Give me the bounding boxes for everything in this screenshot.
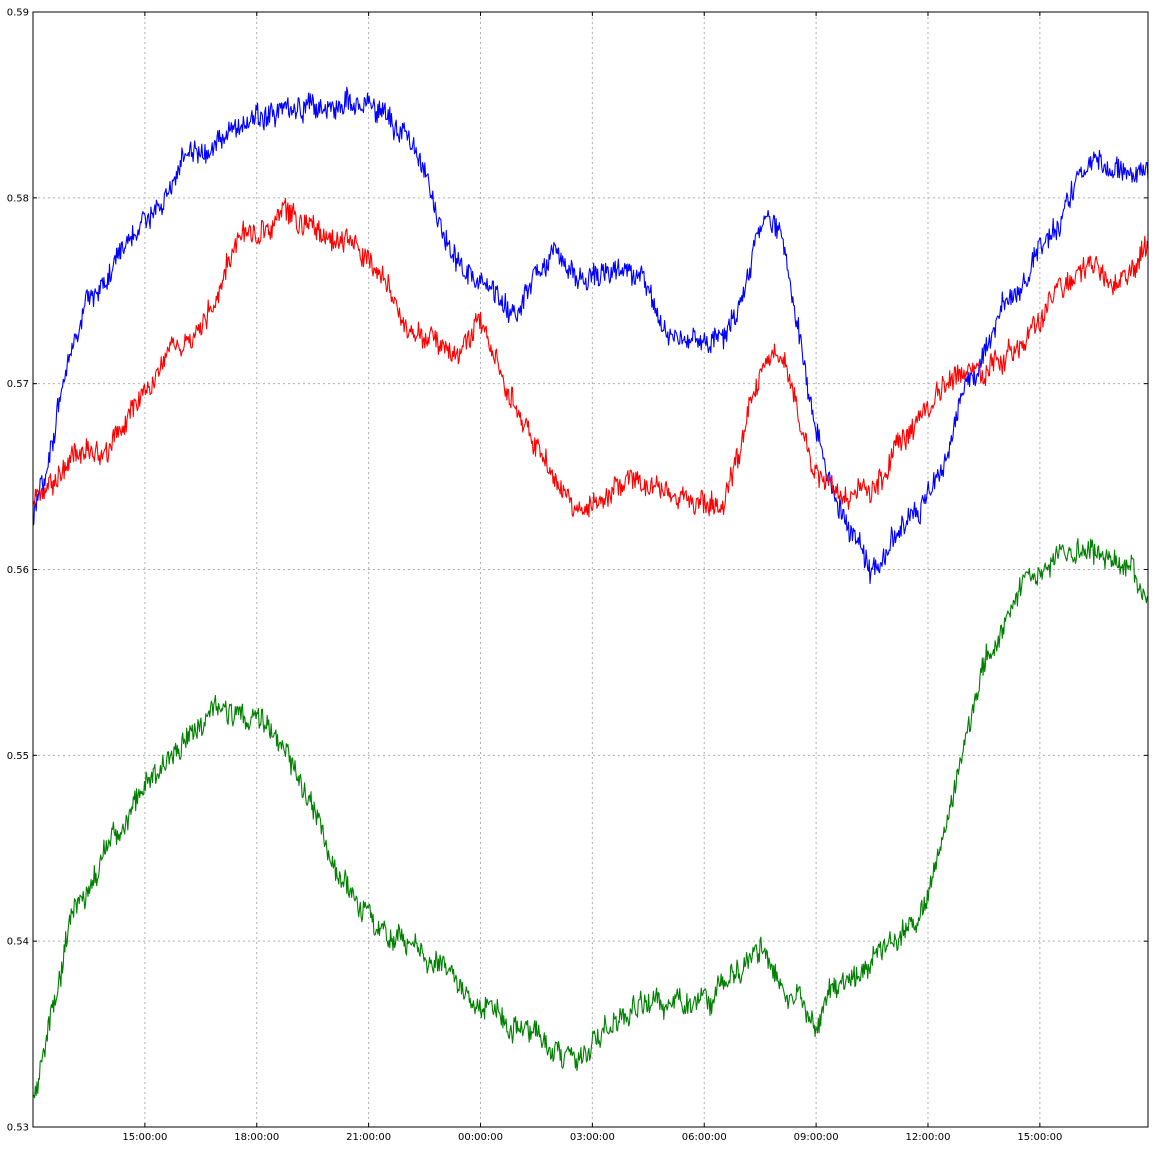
x-tick-label: 03:00:00 xyxy=(570,1132,615,1143)
series-line-3 xyxy=(32,538,1149,1099)
x-tick-label: 21:00:00 xyxy=(346,1132,391,1143)
axis-ticks: 0.53 0.54 0.55 0.56 0.57 0.58 0.59 15:00:00 18:0… xyxy=(7,8,1148,1143)
y-tick-label: 0.57 xyxy=(7,379,29,390)
y-tick-label: 0.55 xyxy=(7,751,29,762)
x-tick-label: 09:00:00 xyxy=(794,1132,839,1143)
y-tick-label: 0.53 xyxy=(7,1123,29,1134)
y-tick-label: 0.54 xyxy=(7,937,29,948)
grid-lines xyxy=(33,12,1148,1127)
x-tick-label: 00:00:00 xyxy=(458,1132,503,1143)
y-tick-label: 0.59 xyxy=(7,8,29,19)
x-tick-label: 06:00:00 xyxy=(682,1132,727,1143)
series-layer xyxy=(32,86,1149,1099)
series-line-2 xyxy=(32,197,1149,518)
x-tick-label: 18:00:00 xyxy=(234,1132,279,1143)
y-tick-label: 0.56 xyxy=(7,565,29,576)
series-line-1 xyxy=(32,86,1149,585)
x-tick-label: 15:00:00 xyxy=(1017,1132,1062,1143)
x-tick-label: 15:00:00 xyxy=(122,1132,167,1143)
x-tick-label: 12:00:00 xyxy=(906,1132,951,1143)
y-tick-label: 0.58 xyxy=(7,193,29,204)
